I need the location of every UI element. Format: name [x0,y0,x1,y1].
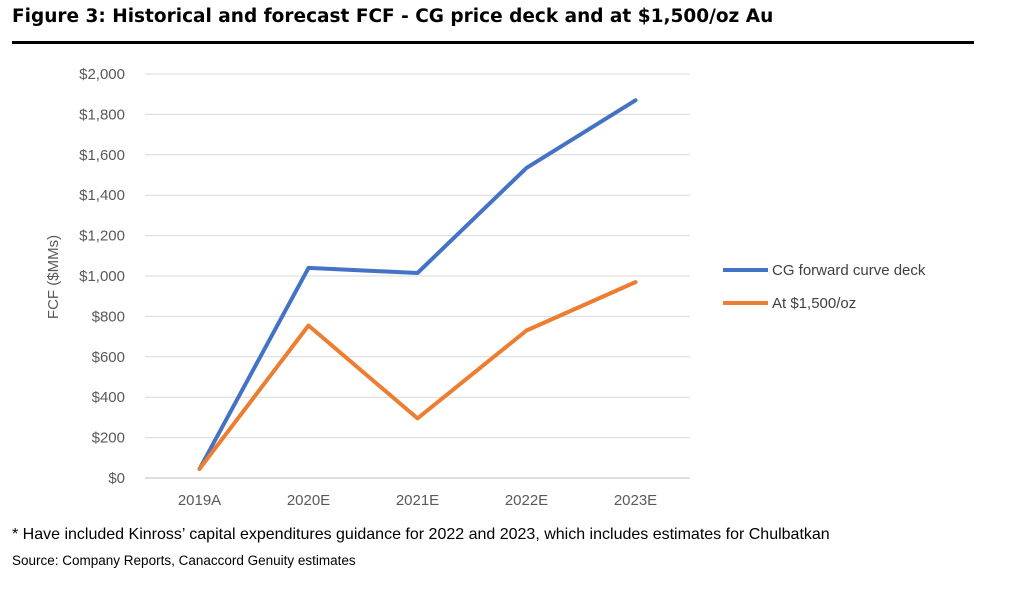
y-tick-label: $1,200 [79,228,125,245]
y-tick-label: $1,000 [79,268,125,285]
y-axis-label: FCF ($MMs) [45,235,62,319]
y-tick-label: $1,400 [79,187,125,204]
x-tick-label: 2021E [396,492,439,509]
legend: CG forward curve deck At $1,500/oz [723,262,926,312]
legend-label: At $1,500/oz [772,295,856,312]
series-line-1 [197,98,638,471]
legend-label: CG forward curve deck [772,262,926,279]
y-tick-label: $200 [92,430,125,447]
y-tick-label: $800 [92,308,125,325]
source-note: Source: Company Reports, Canaccord Genui… [12,553,356,568]
y-tick-label: $1,800 [79,106,125,123]
footnote: * Have included Kinross’ capital expendi… [12,526,830,543]
x-tick-label: 2022E [505,492,548,509]
title-rule [12,41,974,44]
y-tick-label: $400 [92,389,125,406]
y-tick-label: $2,000 [79,66,125,83]
figure-title: Figure 3: Historical and forecast FCF - … [12,6,774,27]
x-tick-label: 2020E [287,492,330,509]
x-tick-label: 2023E [614,492,657,509]
gridlines [145,73,690,479]
fcf-line-chart: $0 $200 $400 $600 $800 $1,000 $1,200 $1,400 $1,6… [45,66,926,509]
y-tick-label: $0 [108,470,125,487]
data-series [197,98,638,471]
x-tick-label: 2019A [178,492,221,509]
y-tick-label: $1,600 [79,147,125,164]
y-axis-tick-labels: $0 $200 $400 $600 $800 $1,000 $1,200 $1,400 $1,6… [79,66,125,487]
series-line-2 [197,280,638,471]
x-axis-tick-labels: 2019A 2020E 2021E 2022E 2023E [178,492,657,509]
y-tick-label: $600 [92,349,125,366]
